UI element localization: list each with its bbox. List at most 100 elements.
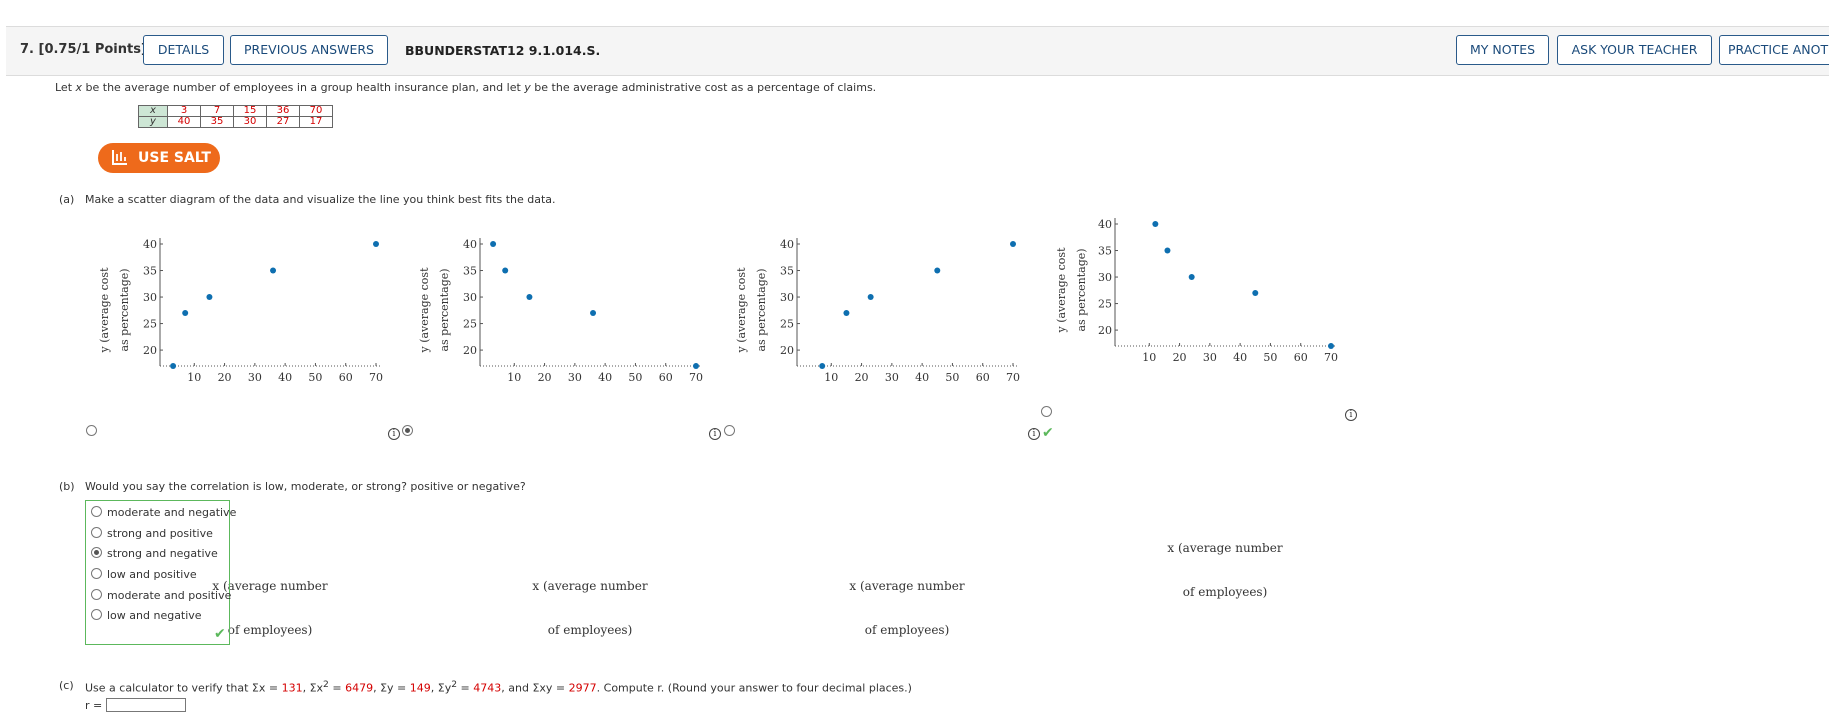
- x-axis-title: x (average number: [212, 579, 327, 593]
- data-point: [590, 309, 597, 316]
- info-icon[interactable]: i: [1028, 428, 1040, 440]
- y-axis-title: y (average cost: [735, 267, 748, 354]
- x-tick-label: 10: [1142, 351, 1156, 364]
- y-tick-label: 30: [780, 291, 794, 304]
- x-tick-label: 70: [1006, 371, 1020, 384]
- data-point: [1164, 247, 1171, 254]
- data-point: [270, 267, 277, 274]
- option-moderate-negative[interactable]: moderate and negative: [91, 506, 236, 519]
- table-header-x: x: [138, 105, 168, 117]
- option-low-positive[interactable]: low and positive: [91, 568, 197, 581]
- option-low-negative[interactable]: low and negative: [91, 609, 202, 622]
- x-tick-label: 10: [187, 371, 201, 384]
- y-tick-label: 35: [143, 265, 157, 278]
- option-radio-selected[interactable]: [91, 547, 102, 558]
- y-tick-label: 20: [1098, 324, 1112, 337]
- y-tick-label: 35: [1098, 245, 1112, 258]
- table-cell: 36: [266, 105, 300, 117]
- salt-chart-icon: [112, 150, 127, 165]
- info-icon[interactable]: i: [1345, 409, 1357, 421]
- ask-your-teacher-button[interactable]: ASK YOUR TEACHER: [1557, 35, 1712, 65]
- option-label: moderate and negative: [107, 506, 237, 519]
- correct-check-icon: ✔: [214, 626, 226, 642]
- y-axis-title: as percentage): [1075, 248, 1088, 331]
- y-tick-label: 25: [780, 318, 794, 331]
- plot-option-4-radio[interactable]: [1041, 406, 1052, 417]
- data-point: [502, 267, 509, 274]
- option-label: low and negative: [107, 609, 202, 622]
- option-strong-negative[interactable]: strong and negative: [91, 547, 218, 560]
- y-tick-label: 25: [143, 318, 157, 331]
- data-point: [1252, 289, 1259, 296]
- data-point: [526, 294, 533, 301]
- data-point: [1188, 274, 1195, 281]
- option-strong-positive[interactable]: strong and positive: [91, 527, 213, 540]
- y-axis-title: as percentage): [118, 268, 131, 351]
- x-axis-title: of employees): [228, 623, 313, 637]
- x-axis-title: of employees): [548, 623, 633, 637]
- table-row-y: y 40 35 30 27 17: [138, 116, 333, 128]
- table-cell: 30: [233, 116, 267, 128]
- data-point: [490, 241, 497, 247]
- y-tick-label: 40: [1098, 218, 1112, 231]
- x-tick-label: 70: [1324, 351, 1338, 364]
- y-axis-title: y (average cost: [1055, 247, 1068, 334]
- table-cell: 70: [299, 105, 333, 117]
- r-answer-input[interactable]: [106, 698, 186, 712]
- option-moderate-positive[interactable]: moderate and positive: [91, 589, 231, 602]
- option-radio[interactable]: [91, 506, 102, 517]
- plot-option-3-radio[interactable]: [724, 425, 735, 436]
- info-icon[interactable]: i: [709, 428, 721, 440]
- option-radio[interactable]: [91, 568, 102, 579]
- option-label: strong and positive: [107, 527, 213, 540]
- my-notes-button[interactable]: MY NOTES: [1456, 35, 1549, 65]
- x-tick-label: 50: [945, 371, 959, 384]
- data-table: x 3 7 15 36 70 y 40 35 30 27 17: [138, 105, 333, 128]
- x-tick-label: 50: [628, 371, 642, 384]
- x-axis-title: of employees): [1183, 585, 1268, 599]
- x-tick-label: 20: [538, 371, 552, 384]
- table-row-x: x 3 7 15 36 70: [138, 105, 333, 117]
- previous-answers-button[interactable]: PREVIOUS ANSWERS: [230, 35, 388, 65]
- data-point: [693, 363, 699, 369]
- option-label: moderate and positive: [107, 589, 232, 602]
- y-tick-label: 30: [1098, 271, 1112, 284]
- y-axis-title: y (average cost: [98, 267, 111, 354]
- y-axis-title: y (average cost: [418, 267, 431, 354]
- table-cell: 7: [200, 105, 234, 117]
- data-point: [1010, 241, 1016, 247]
- y-tick-label: 25: [1098, 298, 1112, 311]
- y-tick-label: 20: [143, 344, 157, 357]
- intro-text: Let x be the average number of employees…: [55, 81, 877, 94]
- y-tick-label: 30: [143, 291, 157, 304]
- question-number: 7. [0.75/1 Points]: [20, 42, 147, 57]
- table-cell: 15: [233, 105, 267, 117]
- practice-another-button[interactable]: PRACTICE ANOTH: [1719, 35, 1829, 65]
- table-cell: 27: [266, 116, 300, 128]
- x-tick-label: 20: [855, 371, 869, 384]
- use-salt-button[interactable]: USE SALT: [98, 143, 220, 173]
- option-radio[interactable]: [91, 589, 102, 600]
- x-tick-label: 40: [278, 371, 292, 384]
- x-tick-label: 60: [1294, 351, 1308, 364]
- data-point: [1152, 221, 1159, 227]
- option-radio[interactable]: [91, 609, 102, 620]
- scatter-plots: 20 25 30 35 40 10 20 30 40 50 60 70 y (average cost a…: [98, 218, 1338, 637]
- details-button[interactable]: DETAILS: [143, 35, 224, 65]
- plot-option-2-radio[interactable]: [402, 425, 413, 436]
- y-tick-label: 35: [463, 265, 477, 278]
- x-tick-label: 30: [568, 371, 582, 384]
- y-tick-label: 20: [780, 344, 794, 357]
- option-radio[interactable]: [91, 527, 102, 538]
- data-point: [182, 309, 189, 316]
- part-c-label: (c): [59, 679, 74, 692]
- y-tick-label: 40: [780, 238, 794, 251]
- x-tick-label: 50: [1263, 351, 1277, 364]
- table-cell: 3: [167, 105, 201, 117]
- info-icon[interactable]: i: [388, 428, 400, 440]
- plot-option-1-radio[interactable]: [86, 425, 97, 436]
- y-tick-label: 40: [143, 238, 157, 251]
- x-tick-label: 60: [659, 371, 673, 384]
- option-label: low and positive: [107, 568, 197, 581]
- data-point: [170, 363, 177, 369]
